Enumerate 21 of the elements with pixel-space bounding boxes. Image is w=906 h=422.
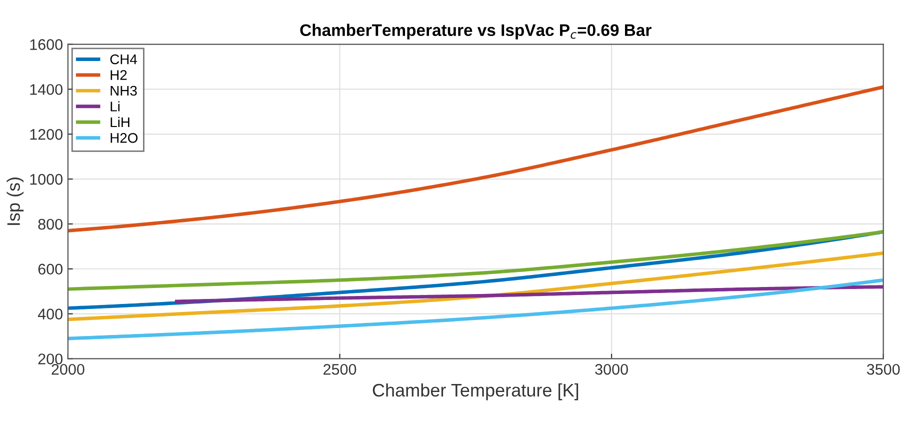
x-tick-label: 3500 — [866, 364, 900, 375]
y-tick-label: 800 — [38, 218, 62, 230]
x-tick-label: 2000 — [52, 364, 84, 375]
legend-label: H2 — [110, 70, 127, 80]
legend-label: LiH — [110, 116, 130, 127]
y-tick-label: 1000 — [30, 174, 62, 185]
legend-label: CH4 — [110, 54, 137, 64]
x-axis-title: Chamber Temperature [K] — [372, 383, 578, 400]
y-tick-label: 400 — [38, 308, 62, 320]
y-tick-label: 1200 — [30, 129, 62, 140]
y-axis-title: Isp (s) — [6, 178, 24, 225]
y-tick-label: 1600 — [30, 39, 62, 50]
legend-label: Li — [110, 101, 120, 112]
legend-label: H2O — [110, 133, 138, 143]
x-tick-label: 3000 — [595, 364, 628, 375]
x-tick-label: 2500 — [324, 364, 356, 375]
legend-label: NH3 — [110, 86, 137, 96]
y-tick-label: 1400 — [30, 84, 62, 95]
y-tick-label: 600 — [38, 264, 62, 275]
chart-title: ChamberTemperature vs IspVac P$_{c}$=0.69 Bar — [300, 24, 652, 40]
y-tick-label: 200 — [38, 354, 62, 364]
